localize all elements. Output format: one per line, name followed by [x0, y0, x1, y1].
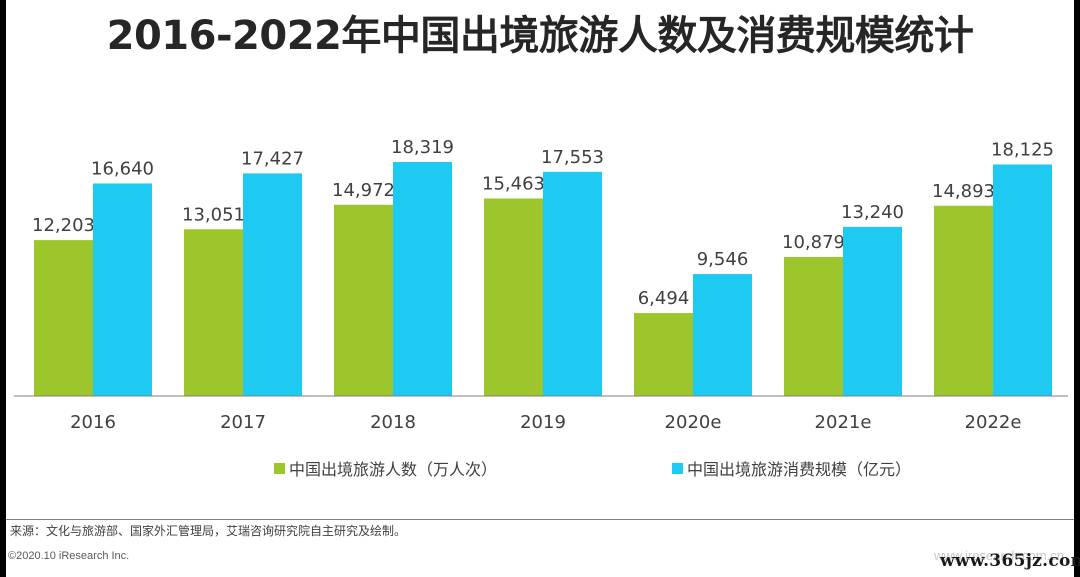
data-label-visitors-2018: 14,972: [332, 180, 395, 201]
x-tick-label-2018: 2018: [370, 412, 416, 433]
bar-visitors-2019: [484, 198, 543, 396]
x-tick-label-2017: 2017: [220, 412, 266, 433]
site-url: www.iresearch.com.cn: [934, 548, 1065, 563]
copyright: ©2020.10 iResearch Inc.: [8, 550, 130, 562]
data-label-visitors-2019: 15,463: [482, 173, 545, 194]
legend-label-spending: 中国出境旅游消费规模（亿元）: [687, 460, 912, 479]
legend-item-visitors: 中国出境旅游人数（万人次）: [274, 456, 497, 480]
data-label-spending-2019: 17,553: [541, 147, 604, 168]
data-label-spending-2020e: 9,546: [697, 249, 749, 270]
bar-spending-2018: [393, 162, 452, 396]
watermark: www.365jz.com: [940, 551, 1080, 571]
bar-spending-2016: [93, 183, 152, 396]
bar-spending-2020e: [693, 274, 752, 396]
legend-label-visitors: 中国出境旅游人数（万人次）: [289, 460, 498, 479]
data-label-spending-2022e: 18,125: [991, 139, 1054, 160]
data-label-visitors-2020e: 6,494: [638, 288, 690, 309]
bar-chart: 12,203 16,640 2016 13,051 17,427 2017 14,972 18…: [14, 137, 1068, 433]
data-label-spending-2021e: 13,240: [841, 202, 904, 223]
chart-title: 2016-2022年中国出境旅游人数及消费规模统计: [106, 13, 974, 59]
data-label-spending-2018: 18,319: [391, 137, 454, 158]
bar-spending-2019: [543, 171, 602, 396]
legend: 中国出境旅游人数（万人次） 中国出境旅游消费规模（亿元）: [6, 456, 1074, 480]
bar-spending-2022e: [993, 164, 1052, 396]
bar-visitors-2017: [184, 229, 243, 396]
x-tick-label-2021e: 2021e: [815, 412, 872, 433]
data-label-spending-2017: 17,427: [241, 148, 304, 169]
x-tick-label-2022e: 2022e: [965, 412, 1022, 433]
bar-spending-2021e: [843, 226, 902, 396]
data-label-visitors-2022e: 14,893: [932, 181, 995, 202]
x-tick-label-2020e: 2020e: [665, 412, 722, 433]
legend-swatch-spending: [672, 462, 683, 474]
bar-visitors-2020e: [634, 313, 693, 396]
x-tick-label-2019: 2019: [520, 412, 566, 433]
data-label-spending-2016: 16,640: [91, 158, 154, 179]
legend-item-spending: 中国出境旅游消费规模（亿元）: [672, 456, 911, 480]
bar-visitors-2022e: [934, 205, 993, 396]
footer-divider: [6, 519, 1074, 520]
bar-visitors-2016: [34, 240, 93, 396]
x-tick-label-2016: 2016: [70, 412, 116, 433]
data-label-visitors-2021e: 10,879: [782, 232, 845, 253]
bar-spending-2017: [243, 173, 302, 396]
source-note: 来源：文化与旅游部、国家外汇管理局，艾瑞咨询研究院自主研究及绘制。: [10, 524, 407, 538]
data-label-visitors-2016: 12,203: [32, 215, 95, 236]
slide: 2016-2022年中国出境旅游人数及消费规模统计 12,203 16,640 20…: [6, 0, 1080, 577]
data-label-visitors-2017: 13,051: [182, 204, 245, 225]
legend-swatch-visitors: [274, 462, 285, 474]
bar-visitors-2021e: [784, 257, 843, 396]
bar-visitors-2018: [334, 204, 393, 396]
